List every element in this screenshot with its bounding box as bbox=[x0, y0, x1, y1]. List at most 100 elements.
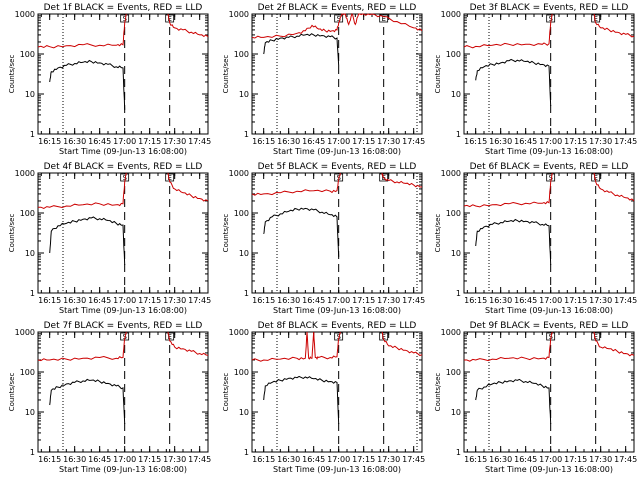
panel-title: Det 3f BLACK = Events, RED = LLD bbox=[470, 3, 629, 13]
lld-line bbox=[251, 331, 341, 362]
time-marker-label: E bbox=[593, 174, 597, 182]
x-tick-label: 16:45 bbox=[514, 137, 537, 146]
y-tick-label: 10 bbox=[25, 90, 35, 99]
y-tick-label: 1000 bbox=[441, 10, 461, 19]
x-tick-label: 17:30 bbox=[377, 296, 400, 305]
y-tick-label: 1000 bbox=[441, 328, 461, 337]
detector-panel: Det 7f BLACK = Events, RED = LLD 1 10 100 10… bbox=[8, 321, 211, 474]
x-axis-label: Start Time (09-Jun-13 16:08:00) bbox=[59, 306, 187, 315]
plot-frame bbox=[463, 172, 635, 294]
x-tick-label: 16:15 bbox=[464, 455, 487, 464]
plot-frame bbox=[251, 172, 423, 294]
x-tick-label: 17:30 bbox=[589, 455, 612, 464]
detector-panel: Det 4f BLACK = Events, RED = LLD 1 10 100 10… bbox=[8, 162, 211, 315]
x-tick-label: 17:00 bbox=[113, 455, 136, 464]
x-axis-label: Start Time (09-Jun-13 16:08:00) bbox=[273, 147, 401, 156]
x-tick-label: 17:15 bbox=[138, 455, 161, 464]
x-tick-label: 16:15 bbox=[464, 137, 487, 146]
plot-frame bbox=[251, 331, 423, 453]
y-tick-label: 1 bbox=[30, 448, 35, 457]
x-tick-label: 17:45 bbox=[402, 296, 425, 305]
x-tick-label: 17:15 bbox=[564, 296, 587, 305]
y-tick-label: 1000 bbox=[15, 328, 35, 337]
detector-panel: Det 2f BLACK = Events, RED = LLD 1 10 100 10… bbox=[222, 3, 425, 156]
panel-title: Det 7f BLACK = Events, RED = LLD bbox=[44, 321, 203, 331]
y-tick-label: 10 bbox=[451, 408, 461, 417]
x-tick-label: 17:15 bbox=[564, 137, 587, 146]
x-tick-label: 17:15 bbox=[352, 455, 375, 464]
x-tick-label: 17:00 bbox=[327, 137, 350, 146]
detector-panel: Det 3f BLACK = Events, RED = LLD 1 10 100 10… bbox=[434, 3, 637, 156]
x-tick-label: 16:45 bbox=[88, 455, 111, 464]
y-tick-label: 100 bbox=[446, 368, 461, 377]
x-tick-label: 16:30 bbox=[63, 296, 86, 305]
lld-line bbox=[167, 331, 209, 356]
lld-line bbox=[463, 13, 553, 49]
detector-panel: Det 1f BLACK = Events, RED = LLD 1 10 100 10… bbox=[8, 3, 211, 156]
time-marker-label: E bbox=[167, 15, 171, 23]
x-tick-label: 17:15 bbox=[138, 137, 161, 146]
x-tick-label: 16:30 bbox=[63, 455, 86, 464]
x-tick-label: 17:15 bbox=[564, 455, 587, 464]
panel-title: Det 9f BLACK = Events, RED = LLD bbox=[470, 321, 629, 331]
x-tick-label: 16:30 bbox=[277, 137, 300, 146]
y-axis-label: Counts/sec bbox=[222, 55, 230, 94]
y-tick-label: 100 bbox=[234, 368, 249, 377]
detector-panel: Det 9f BLACK = Events, RED = LLD 1 10 100 10… bbox=[434, 321, 637, 474]
x-tick-label: 17:00 bbox=[539, 137, 562, 146]
events-line bbox=[475, 218, 552, 266]
lld-line bbox=[37, 13, 127, 49]
y-tick-label: 1 bbox=[244, 448, 249, 457]
x-tick-label: 16:30 bbox=[277, 296, 300, 305]
x-tick-label: 17:45 bbox=[402, 455, 425, 464]
lld-line bbox=[593, 172, 635, 202]
y-tick-label: 1 bbox=[456, 448, 461, 457]
x-tick-label: 17:00 bbox=[113, 137, 136, 146]
x-tick-label: 17:30 bbox=[589, 296, 612, 305]
plot-frame bbox=[251, 13, 423, 135]
x-tick-label: 16:15 bbox=[252, 296, 275, 305]
time-marker-label: S bbox=[548, 15, 553, 23]
y-tick-label: 1 bbox=[30, 289, 35, 298]
x-tick-label: 17:45 bbox=[614, 137, 637, 146]
time-marker-label: E bbox=[167, 174, 171, 182]
events-line bbox=[263, 207, 340, 257]
events-line bbox=[263, 33, 340, 67]
y-tick-label: 10 bbox=[239, 249, 249, 258]
panel-title: Det 2f BLACK = Events, RED = LLD bbox=[258, 3, 417, 13]
y-tick-label: 10 bbox=[239, 408, 249, 417]
events-line bbox=[49, 59, 126, 110]
panel-title: Det 1f BLACK = Events, RED = LLD bbox=[44, 3, 203, 13]
y-tick-label: 1 bbox=[30, 130, 35, 139]
lld-line bbox=[463, 172, 553, 208]
lld-line bbox=[381, 331, 423, 357]
x-tick-label: 16:45 bbox=[302, 455, 325, 464]
x-tick-label: 17:15 bbox=[352, 137, 375, 146]
y-tick-label: 1000 bbox=[441, 169, 461, 178]
y-tick-label: 100 bbox=[20, 368, 35, 377]
x-tick-label: 16:15 bbox=[38, 455, 61, 464]
y-axis-label: Counts/sec bbox=[8, 373, 16, 412]
y-tick-label: 1 bbox=[456, 289, 461, 298]
y-axis-label: Counts/sec bbox=[434, 373, 442, 412]
y-axis-label: Counts/sec bbox=[8, 55, 16, 94]
time-marker-label: E bbox=[381, 15, 385, 23]
x-tick-label: 17:45 bbox=[188, 137, 211, 146]
x-tick-label: 16:45 bbox=[302, 137, 325, 146]
x-tick-label: 16:30 bbox=[63, 137, 86, 146]
x-tick-label: 16:30 bbox=[277, 455, 300, 464]
detector-panel: Det 8f BLACK = Events, RED = LLD 1 10 100 10… bbox=[222, 321, 425, 474]
time-marker-label: S bbox=[122, 15, 127, 23]
x-tick-label: 17:15 bbox=[352, 296, 375, 305]
y-tick-label: 100 bbox=[446, 209, 461, 218]
lld-line bbox=[593, 331, 635, 357]
x-tick-label: 16:30 bbox=[489, 137, 512, 146]
plot-frame bbox=[37, 331, 209, 453]
detector-panel: Det 6f BLACK = Events, RED = LLD 1 10 100 10… bbox=[434, 162, 637, 315]
plot-frame bbox=[37, 13, 209, 135]
detector-panel: Det 5f BLACK = Events, RED = LLD 1 10 100 10… bbox=[222, 162, 425, 315]
y-tick-label: 1000 bbox=[15, 10, 35, 19]
lld-line bbox=[381, 172, 423, 188]
x-tick-label: 16:45 bbox=[514, 455, 537, 464]
y-tick-label: 100 bbox=[234, 50, 249, 59]
